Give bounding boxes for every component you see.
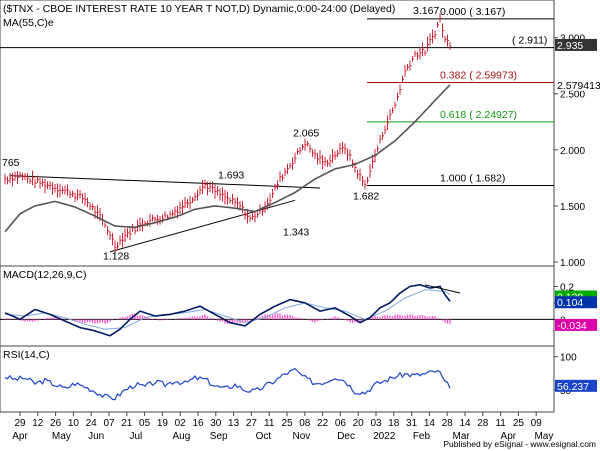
date-tick-label: 28 <box>442 418 454 429</box>
date-tick-label: 19 <box>157 418 169 429</box>
month-label: Apr <box>12 431 28 442</box>
macd-legend-label: MACD(12,26,9,C) <box>3 269 86 281</box>
date-tick-label: 30 <box>210 418 222 429</box>
price-panel-frame <box>0 0 555 267</box>
price-tick-label: 2.500 <box>560 90 585 101</box>
macd-tick-label: 0.2 <box>560 282 574 293</box>
month-label: Apr <box>501 431 517 442</box>
rsi-value-tag-bg <box>555 379 597 392</box>
date-tick-label: 28 <box>477 418 489 429</box>
month-label: Jul <box>129 431 142 442</box>
price-bars <box>4 13 452 255</box>
price-tick-label: 2.000 <box>560 146 585 157</box>
month-label: Jun <box>88 431 104 442</box>
upper-trendline <box>9 175 321 189</box>
price-chart-title: ($TNX - CBOE INTEREST RATE 10 YEAR T NOT… <box>3 3 395 15</box>
date-tick-label: 26 <box>50 418 62 429</box>
date-tick-label: 12 <box>32 418 44 429</box>
ma-legend-label: MA(55,C)e <box>3 17 54 29</box>
date-tick-label: 27 <box>246 418 258 429</box>
publisher-credit: Published by eSignal - www.esignal.com <box>443 439 596 449</box>
date-tick-label: 03 <box>370 418 382 429</box>
date-tick-label: 14 <box>459 418 471 429</box>
price-annotation: 1.128 <box>103 251 129 263</box>
panel-frames <box>0 0 555 413</box>
price-annotation: 1.693 <box>218 169 244 181</box>
rsi-value-tag: 56.237 <box>557 381 589 393</box>
histogram-value-tag: -0.034 <box>557 320 587 332</box>
date-tick-label: 25 <box>513 418 525 429</box>
date-tick-label: 22 <box>317 418 329 429</box>
date-tick-label: 08 <box>299 418 311 429</box>
annotation-layer: 1.128 1.693 1.343 2.065 1.682 3.167 <box>103 5 439 263</box>
month-label: Mar <box>453 431 471 442</box>
macd-histogram <box>4 313 451 324</box>
price-annotation: 3.167 <box>413 5 439 17</box>
month-label: May <box>52 431 71 442</box>
macd-line <box>4 283 451 337</box>
date-tick-label: 09 <box>531 418 543 429</box>
date-tick-label: 07 <box>103 418 115 429</box>
date-tick-label: 16 <box>192 418 204 429</box>
lower-trendline <box>109 199 296 253</box>
fibonacci-layer: 0.000 ( 3.167) ( 2.911) 0.382 ( 2.59973) 0.… <box>0 6 554 186</box>
price-tick-label: 1.500 <box>560 202 585 213</box>
price-annotation: 2.065 <box>293 128 319 140</box>
fib-label-0.618: 0.618 ( 2.24927) <box>440 109 517 121</box>
date-tick-label: 18 <box>388 418 400 429</box>
moving-average-line <box>4 84 451 233</box>
rsi-legend-label: RSI(14,C) <box>3 349 50 361</box>
date-tick-label: 24 <box>86 418 98 429</box>
x-axis: 29 12 26 10 24 07 21 05 19 02 16 30 13 27 11 25 08 22 06 20… <box>12 412 553 442</box>
price-annotation: 1.682 <box>353 190 379 202</box>
month-label: Dec <box>337 431 355 442</box>
date-tick-label: 11 <box>495 418 506 429</box>
month-label: May <box>534 431 553 442</box>
current-price-tag: 2.935 <box>557 40 583 52</box>
signal-value-tag-bg <box>555 296 597 309</box>
macd-signal-line <box>4 289 451 330</box>
ma-value-tag-bg <box>555 78 597 91</box>
histogram-value-tag-bg <box>555 318 597 331</box>
date-tick-label: 31 <box>406 418 418 429</box>
month-label: Oct <box>256 431 272 442</box>
top-clip-label: 765 <box>2 157 20 169</box>
date-tick-label: 05 <box>139 418 151 429</box>
date-tick-label: 06 <box>335 418 347 429</box>
price-annotation: 1.343 <box>283 227 309 239</box>
date-tick-label: 11 <box>264 418 275 429</box>
rsi-tick-label: 100 <box>560 353 577 364</box>
rsi-line <box>4 367 451 401</box>
date-tick-label: 20 <box>353 418 365 429</box>
month-label: Feb <box>413 431 431 442</box>
date-tick-label: 10 <box>68 418 80 429</box>
signal-value-tag: 0.104 <box>557 297 583 309</box>
fib-label-0.236: ( 2.911) <box>512 35 547 47</box>
date-tick-label: 25 <box>281 418 293 429</box>
fib-label-1.000: 1.000 ( 1.682) <box>440 172 505 184</box>
fib-label-0.382: 0.382 ( 2.59973) <box>440 70 517 82</box>
price-tick-label: 1.000 <box>560 258 585 269</box>
date-tick-label: 02 <box>175 418 187 429</box>
trendline-layer <box>9 175 321 253</box>
date-tick-label: 14 <box>424 418 436 429</box>
date-tick-label: 13 <box>228 418 240 429</box>
month-label: Nov <box>293 431 311 442</box>
month-label: 2022 <box>373 431 396 442</box>
current-price-tag-bg <box>555 38 597 51</box>
ma-value-tag: 2.579413 <box>557 80 600 92</box>
month-label: Sep <box>210 431 228 442</box>
month-label: Aug <box>173 431 191 442</box>
fib-label-0.000: 0.000 ( 3.167) <box>440 6 505 18</box>
date-tick-label: 21 <box>121 418 133 429</box>
macd-y-axis: 0.20.10 <box>0 282 574 326</box>
macd-trendline <box>424 284 461 294</box>
date-tick-label: 29 <box>14 418 26 429</box>
